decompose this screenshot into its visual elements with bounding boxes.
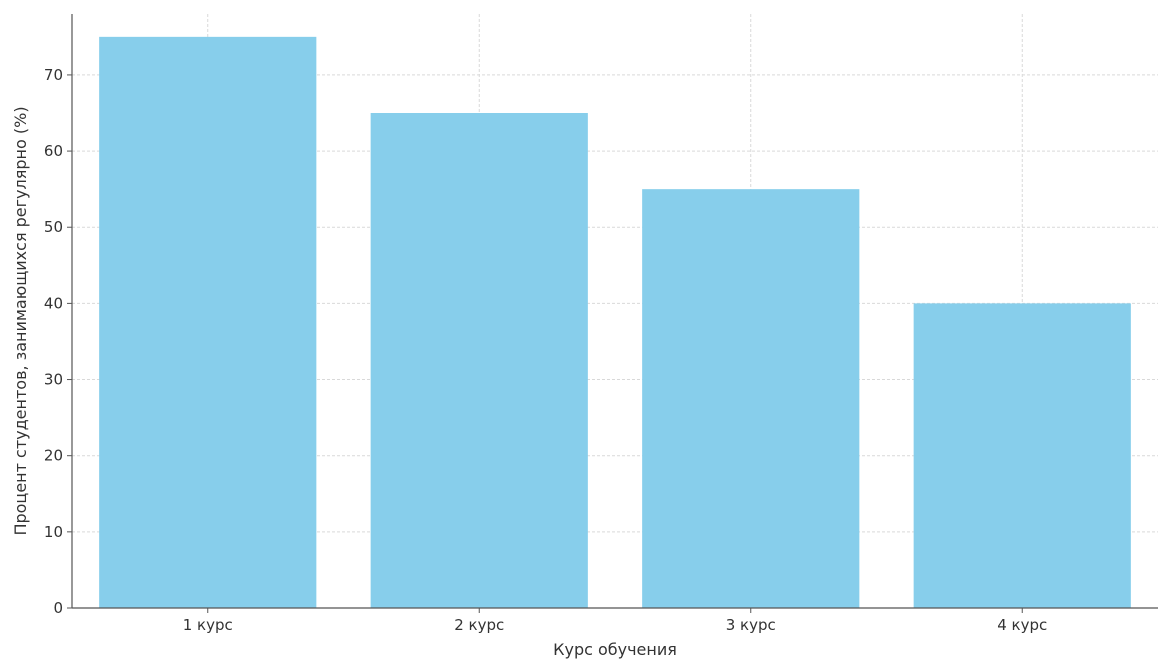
bar (99, 36, 317, 609)
y-axis-title: Процент студентов, занимающихся регулярн… (11, 106, 30, 535)
x-tick-label: 4 курс (997, 616, 1047, 634)
y-tick-label: 10 (44, 523, 63, 541)
bar (370, 113, 588, 608)
y-tick-label: 30 (44, 371, 63, 389)
x-axis-title: Курс обучения (553, 640, 677, 659)
tick-labels: 0 10 20 30 40 50 60 70 1 курс 2 курс 3 курс 4 курс (44, 66, 1047, 634)
y-tick-label: 50 (44, 218, 63, 236)
bar (913, 303, 1131, 608)
axes (67, 14, 1158, 613)
bars (99, 36, 1131, 609)
y-tick-label: 70 (44, 66, 63, 84)
x-tick-label: 1 курс (183, 616, 233, 634)
x-tick-label: 3 курс (726, 616, 776, 634)
y-tick-label: 60 (44, 142, 63, 160)
y-tick-label: 40 (44, 294, 63, 312)
y-tick-label: 0 (53, 599, 63, 617)
x-tick-label: 2 курс (454, 616, 504, 634)
bar (642, 189, 860, 608)
y-tick-label: 20 (44, 447, 63, 465)
